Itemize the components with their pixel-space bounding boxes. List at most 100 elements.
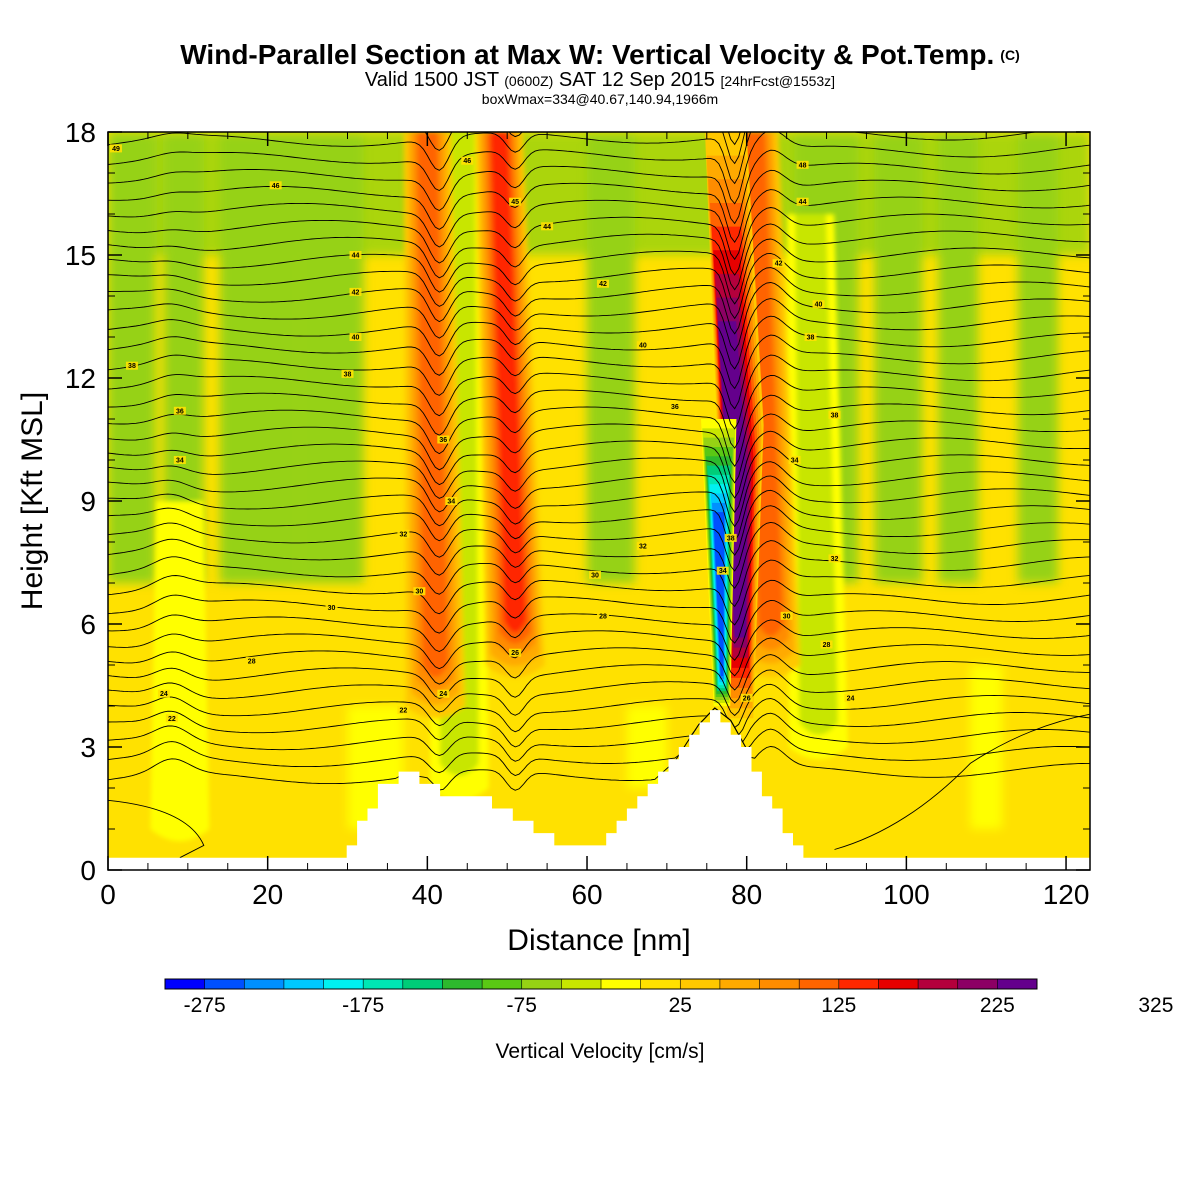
isentrope-line: [108, 298, 1090, 370]
isentrope-label-text: 34: [719, 568, 727, 575]
y-tick-label: 12: [65, 363, 96, 394]
isentrope-label-bg: [165, 714, 178, 723]
isentrope-label-bg: [636, 341, 649, 350]
colorbar-swatch: [719, 979, 760, 989]
box-info: boxWmax=334@40.67,140.94,1966m: [481, 91, 719, 107]
isentrope-label: 24: [844, 693, 857, 702]
isentrope-label-bg: [828, 410, 841, 419]
updraft-level: [744, 132, 784, 637]
x-tick-label: 40: [412, 879, 443, 910]
isentrope-label-text: 40: [639, 343, 647, 350]
isentrope-label-bg: [844, 693, 857, 702]
x-tick-label: 20: [252, 879, 283, 910]
isentrope-label-text: 28: [599, 613, 607, 620]
isentrope-label: 38: [828, 410, 841, 419]
isentrope-label-bg: [780, 611, 793, 620]
isentrope-label: 36: [173, 406, 186, 415]
colorbar-swatch: [323, 979, 364, 989]
colorbar-swatch: [521, 979, 562, 989]
isentrope-label-bg: [596, 279, 609, 288]
isentrope-label-text: 30: [783, 613, 791, 620]
isentrope-label: 46: [461, 156, 474, 165]
isentrope-label-bg: [173, 456, 186, 464]
isentrope-line: [108, 60, 1090, 127]
isentrope-label-bg: [796, 160, 809, 169]
isentrope-label-text: 40: [815, 302, 823, 309]
isentrope-line: [108, 413, 1090, 484]
isentrope-line: [108, 394, 1090, 468]
y-axis-title: Height [Kft MSL]: [16, 392, 49, 610]
isentrope-label-bg: [509, 197, 522, 206]
isentrope-label: 38: [125, 361, 138, 370]
isentrope-label-bg: [796, 197, 809, 206]
isentrope-label: 28: [596, 611, 609, 620]
isentrope-label-text: 45: [511, 199, 519, 206]
isentrope-label-bg: [740, 693, 753, 702]
isentrope-label-bg: [349, 287, 362, 296]
isentrope-label-text: 38: [344, 371, 352, 378]
isentrope-label: 30: [780, 611, 793, 620]
isentrope-label-bg: [437, 435, 450, 444]
isentrope-label-bg: [341, 369, 354, 378]
isentrope-label-text: 30: [328, 605, 336, 612]
field-soft: [108, 132, 1090, 829]
isentrope-label-bg: [541, 222, 554, 231]
isentrope-label-text: 40: [352, 335, 360, 342]
isentrope-line: [108, 698, 1090, 748]
isentrope-label-bg: [716, 566, 729, 575]
isentrope-line: [108, 461, 1090, 528]
isentrope-label: 48: [796, 160, 809, 169]
isentrope-label-text: 32: [831, 556, 839, 563]
velocity-field: [108, 132, 1090, 870]
isentrope-label-text: 24: [847, 695, 855, 702]
isentrope-label: 38: [804, 333, 817, 342]
isentrope-line: [108, 559, 1090, 626]
isentrope-label-bg: [636, 542, 649, 551]
isentrope-label-bg: [413, 587, 426, 596]
colorbar-swatch: [442, 979, 483, 989]
isentrope-line: [108, 252, 1090, 320]
isentrope-label-bg: [820, 640, 833, 649]
isentrope-label: 49: [109, 144, 122, 153]
isentrope-label-bg: [804, 333, 817, 341]
isentrope-label: 26: [509, 648, 522, 657]
isentrope-labels: 49 46 46 45 44 48 44 44 42 42 42 40 40 40 38 38 38 36 38 36…: [109, 144, 857, 723]
isentrope-label-text: 24: [160, 691, 168, 698]
isentrope-label: 24: [437, 689, 450, 698]
colorbar-swatch: [680, 979, 721, 989]
isentrope-label-bg: [437, 689, 450, 698]
colorbar-label: 125: [821, 994, 856, 1017]
isentrope-label-text: 26: [743, 695, 751, 702]
isentrope-label: 42: [349, 287, 362, 296]
colorbar-swatch: [482, 979, 523, 989]
isentrope-label: 26: [740, 693, 753, 702]
colorbar-swatch: [561, 979, 602, 989]
isentrope-label-text: 44: [352, 253, 360, 260]
isentrope-label: 42: [772, 259, 785, 268]
isentrope-label: 30: [589, 570, 602, 579]
isentrope-label-text: 26: [511, 650, 519, 657]
isentrope-label: 34: [788, 456, 801, 465]
y-tick-label: 9: [80, 486, 96, 517]
isentrope-label: 22: [165, 714, 178, 723]
colorbar-swatch: [640, 979, 681, 989]
colorbar-swatch: [838, 979, 879, 989]
colorbar-swatch: [957, 979, 998, 989]
isentrope-label: 32: [828, 554, 841, 563]
isentrope-label: 44: [541, 222, 554, 231]
isentrope-label-text: 30: [591, 572, 599, 579]
isentrope-label: 44: [796, 197, 809, 206]
isentrope-label-bg: [109, 144, 122, 153]
isentrope-label-bg: [724, 533, 737, 542]
isentrope-label: 40: [636, 341, 649, 350]
isentrope-label-text: 38: [128, 363, 136, 370]
isentrope-label: 36: [437, 435, 450, 444]
isentrope-line: [108, 334, 1090, 410]
potential-temperature-isentropes: [108, 60, 1090, 859]
isentrope-label-text: 34: [176, 458, 184, 465]
isentrope-label-text: 36: [439, 437, 447, 444]
isentrope-label: 30: [413, 587, 426, 596]
isentrope-label-text: 42: [599, 281, 607, 288]
isentrope-line: [108, 707, 1090, 791]
surface-isentrope: [108, 799, 205, 859]
